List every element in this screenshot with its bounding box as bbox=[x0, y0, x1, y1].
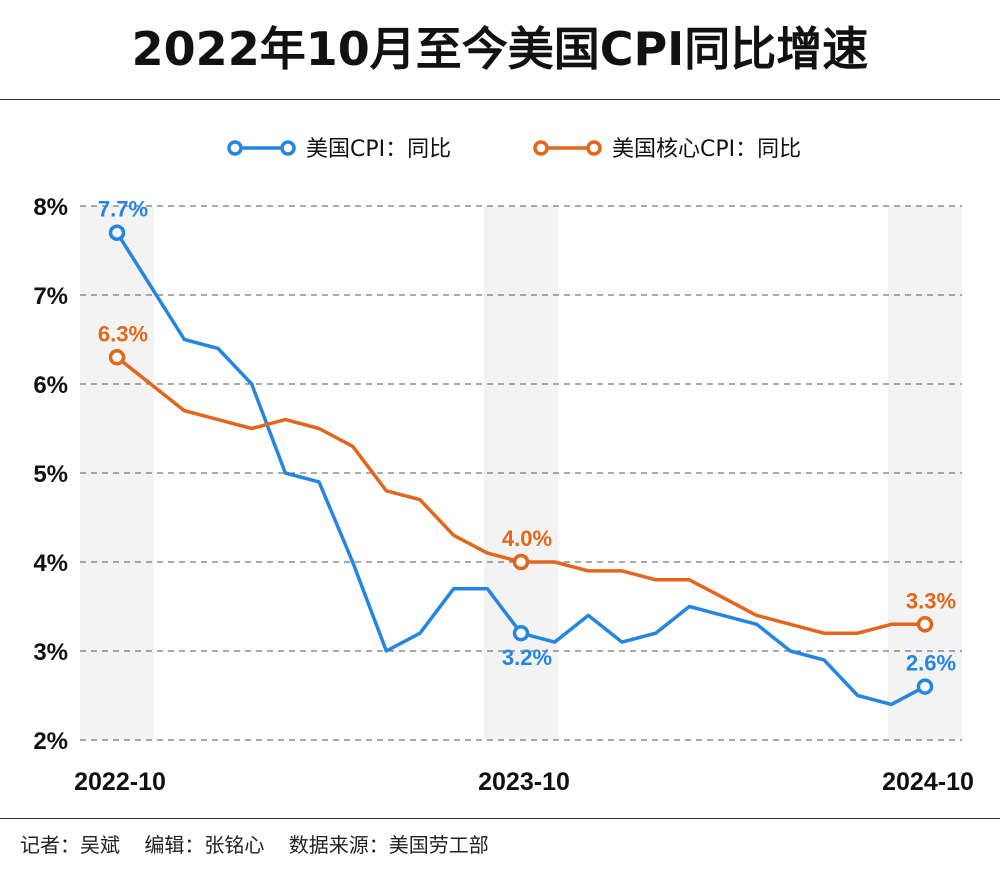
y-tick-label: 8% bbox=[33, 194, 68, 221]
y-tick-label: 3% bbox=[33, 639, 68, 666]
x-tick-label: 2023-10 bbox=[478, 768, 570, 796]
legend-label: 美国核心CPI：同比 bbox=[612, 137, 801, 162]
legend-marker-icon bbox=[227, 140, 243, 156]
footer-editor: 编辑：张铭心 bbox=[144, 833, 265, 857]
x-tick-label: 2024-10 bbox=[882, 768, 974, 796]
y-tick-label: 4% bbox=[33, 550, 68, 577]
line-chart: 2% 3% 4% 5% 6% 7% 8% 2022-10 2023-10 2024-10 7.7% 3… bbox=[33, 137, 974, 796]
x-tick-label: 2022-10 bbox=[74, 768, 166, 796]
data-label: 6.3% bbox=[98, 321, 148, 346]
data-label: 3.2% bbox=[502, 645, 552, 670]
data-point-marker bbox=[108, 349, 126, 366]
data-label: 7.7% bbox=[98, 197, 148, 222]
data-point-marker bbox=[916, 616, 934, 633]
y-tick-label: 6% bbox=[33, 372, 68, 399]
data-label: 2.6% bbox=[906, 651, 956, 676]
y-tick-label: 5% bbox=[33, 461, 68, 488]
data-point-marker bbox=[108, 224, 126, 241]
legend-label: 美国CPI：同比 bbox=[306, 137, 451, 162]
footer: 记者：吴斌 编辑：张铭心 数据来源：美国劳工部 bbox=[0, 818, 1000, 858]
data-point-marker bbox=[916, 678, 934, 695]
legend-marker-icon bbox=[533, 140, 549, 156]
data-label: 3.3% bbox=[906, 588, 956, 613]
y-tick-label: 2% bbox=[33, 728, 68, 755]
footer-reporter: 记者：吴斌 bbox=[20, 833, 120, 857]
footer-source: 数据来源：美国劳工部 bbox=[288, 833, 489, 857]
page-title: 2022年10月至今美国CPI同比增速 bbox=[0, 0, 1000, 100]
data-point-marker bbox=[512, 624, 530, 642]
y-tick-label: 7% bbox=[33, 283, 68, 310]
data-label: 4.0% bbox=[502, 526, 552, 551]
legend-marker-icon bbox=[280, 140, 296, 156]
legend-marker-icon bbox=[586, 140, 602, 156]
data-point-marker bbox=[512, 553, 530, 571]
